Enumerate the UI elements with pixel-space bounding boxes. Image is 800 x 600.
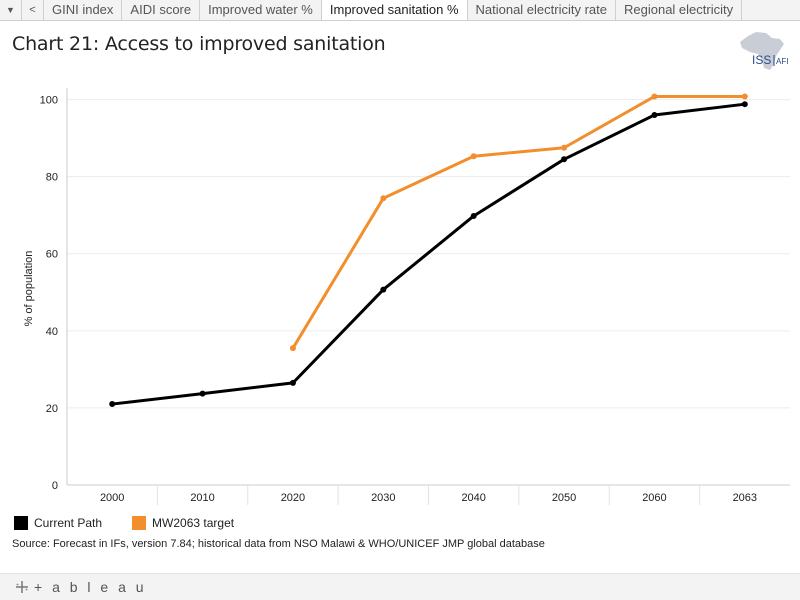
- y-tick-label: 40: [46, 326, 58, 338]
- grid-layer: [67, 99, 790, 409]
- legend-item-target[interactable]: MW2063 target: [132, 516, 234, 530]
- series-mw2063-target: [289, 93, 748, 352]
- tableau-brand-text[interactable]: + a b l e a u: [34, 579, 147, 595]
- x-tick-label: 2050: [552, 492, 576, 504]
- tab-scroll-left-icon[interactable]: <: [22, 0, 44, 20]
- data-point[interactable]: [380, 286, 387, 293]
- series-current-path: [109, 101, 748, 408]
- data-point[interactable]: [199, 390, 206, 397]
- legend-swatch-current-path: [14, 516, 28, 530]
- legend-swatch-target: [132, 516, 147, 530]
- tab-aidi-score[interactable]: AIDI score: [122, 0, 201, 20]
- legend: Current Path MW2063 target: [14, 515, 264, 531]
- logo-text: ISS: [752, 53, 771, 67]
- tab-improved-water[interactable]: Improved water %: [200, 0, 322, 20]
- data-point[interactable]: [289, 345, 296, 352]
- tab-improved-sanitation[interactable]: Improved sanitation %: [321, 0, 468, 20]
- tab-national-electricity[interactable]: National electricity rate: [468, 0, 616, 20]
- tableau-logo-icon[interactable]: [14, 579, 30, 595]
- data-point[interactable]: [741, 101, 748, 108]
- tab-regional-electricity[interactable]: Regional electricity: [616, 0, 743, 20]
- x-tick-label: 2020: [281, 492, 305, 504]
- y-tick-label: 100: [40, 95, 58, 107]
- tab-dropdown-icon[interactable]: ▼: [0, 0, 22, 20]
- data-point[interactable]: [470, 212, 477, 219]
- data-point[interactable]: [109, 401, 116, 408]
- logo-subtext: AFI: [776, 57, 788, 66]
- x-tick-label: 2063: [733, 492, 757, 504]
- x-axis-ticks: 2000 2010 2020 2030 2040 2050 2060 2063: [100, 492, 757, 504]
- data-point[interactable]: [289, 379, 296, 386]
- legend-label-current-path: Current Path: [34, 516, 103, 530]
- tableau-footer: + a b l e a u: [0, 573, 800, 600]
- legend-label-target: MW2063 target: [152, 516, 235, 530]
- source-note: Source: Forecast in IFs, version 7.84; h…: [12, 538, 545, 550]
- y-axis-ticks: 0 20 40 60 80 100: [40, 95, 58, 492]
- x-tick-label: 2060: [642, 492, 666, 504]
- tab-bar: ▼ < GINI index AIDI score Improved water…: [0, 0, 800, 21]
- legend-item-current-path[interactable]: Current Path: [14, 516, 102, 530]
- data-point[interactable]: [561, 156, 568, 163]
- africa-map-icon: [740, 32, 784, 70]
- data-point[interactable]: [470, 153, 477, 160]
- tab-gini-index[interactable]: GINI index: [44, 0, 123, 20]
- series-line-mw2063-target: [291, 94, 745, 349]
- page-title: Chart 21: Access to improved sanitation: [12, 33, 386, 55]
- x-band-lines: [156, 485, 701, 505]
- data-point[interactable]: [380, 195, 387, 202]
- iss-afi-logo: ISS AFI: [740, 32, 788, 70]
- x-tick-label: 2040: [461, 492, 485, 504]
- x-tick-label: 2030: [371, 492, 395, 504]
- series-layer: [109, 93, 748, 408]
- y-tick-label: 60: [46, 249, 58, 261]
- x-tick-label: 2000: [100, 492, 124, 504]
- series-line-current-path: [112, 102, 745, 406]
- data-point[interactable]: [651, 93, 658, 100]
- x-tick-label: 2010: [190, 492, 214, 504]
- data-point[interactable]: [561, 144, 568, 151]
- data-point[interactable]: [651, 111, 658, 118]
- y-axis-label: % of population: [23, 251, 35, 327]
- y-tick-label: 80: [46, 172, 58, 184]
- y-tick-label: 20: [46, 403, 58, 415]
- y-tick-label: 0: [52, 480, 58, 492]
- data-point[interactable]: [741, 93, 748, 100]
